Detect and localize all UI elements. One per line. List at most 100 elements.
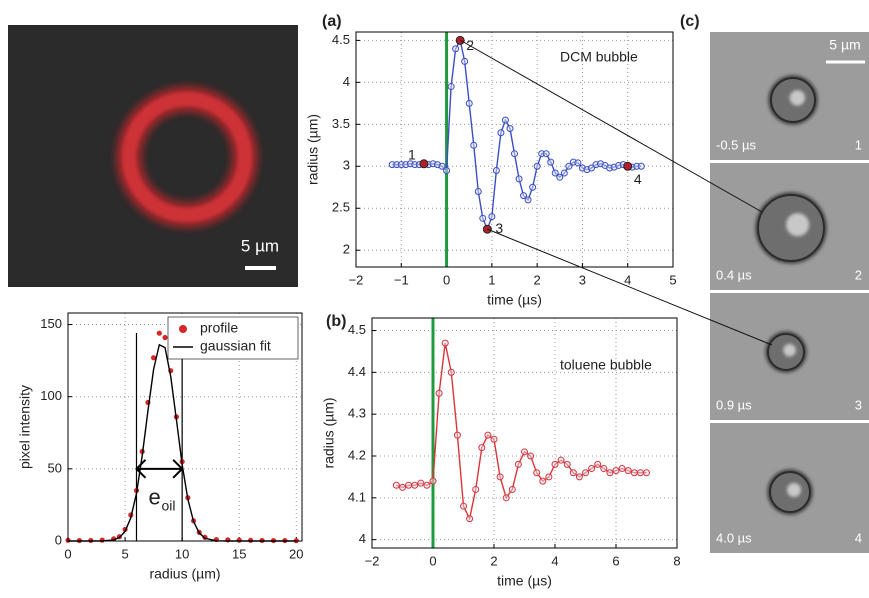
bubble-glint	[786, 213, 810, 237]
data-point	[99, 537, 105, 543]
data-point	[447, 368, 455, 376]
data-point	[423, 481, 431, 489]
bubble-glint	[789, 90, 806, 106]
scale-label: 5 µm	[241, 236, 279, 255]
data-point	[606, 469, 614, 477]
y-tick-label: 4.5	[332, 32, 350, 47]
data-point	[574, 159, 582, 167]
y-tick-label: 100	[40, 388, 62, 403]
frame-index: 2	[855, 267, 862, 282]
data-point	[636, 469, 644, 477]
connector	[459, 39, 763, 213]
data-point	[565, 162, 573, 170]
x-tick-label: 5	[121, 546, 128, 561]
y-tick-label: 3.5	[332, 116, 350, 131]
annotation: e	[148, 485, 160, 510]
data-point	[501, 116, 509, 124]
data-point	[488, 213, 496, 221]
data-point	[515, 175, 523, 183]
data-point	[569, 469, 577, 477]
data-point	[470, 141, 478, 149]
x-tick-label: 20	[289, 546, 303, 561]
y-axis-label: radius (µm)	[305, 114, 321, 185]
y-tick-label: 2.5	[332, 200, 350, 215]
y-tick-label: 4.2	[348, 447, 366, 462]
data-point	[514, 460, 522, 468]
frame-time: 0.4 µs	[716, 267, 752, 282]
data-point	[411, 481, 419, 489]
point-label: 4	[634, 171, 642, 187]
plot-area	[372, 318, 677, 548]
x-tick-label: −2	[349, 272, 364, 287]
y-tick-label: 4.4	[348, 364, 366, 379]
y-tick-label: 4.1	[348, 489, 366, 504]
data-point	[524, 196, 532, 204]
point-label: 3	[495, 220, 503, 236]
frame-index: 3	[855, 397, 862, 412]
plot-frame	[371, 317, 678, 549]
data-point	[643, 469, 650, 477]
data-point	[637, 162, 645, 170]
data-point	[452, 45, 460, 53]
data-point	[527, 452, 535, 460]
x-tick-label: 4	[551, 553, 558, 568]
legend-swatch	[179, 325, 187, 333]
data-point	[624, 467, 632, 475]
panel-label: (a)	[322, 13, 342, 30]
highlight-point	[419, 159, 429, 169]
legend-label: profile	[200, 320, 238, 336]
x-tick-label: 1	[488, 272, 495, 287]
data-point	[520, 192, 528, 200]
data-point	[511, 150, 518, 158]
data-point	[506, 125, 514, 133]
data-point	[545, 473, 553, 481]
legend	[167, 316, 299, 360]
data-point	[441, 339, 449, 347]
x-tick-label: −1	[394, 272, 409, 287]
panel-label: (c)	[680, 13, 700, 30]
data-point	[461, 57, 469, 65]
data-point	[484, 431, 492, 439]
x-tick-label: 0	[64, 546, 71, 561]
data-point	[460, 502, 467, 510]
y-axis-label: pixel intensity	[17, 385, 33, 469]
data-point	[497, 129, 505, 137]
data-point	[399, 483, 406, 491]
bubble-frames: (c) -0.5 µs 1 0.4 µs 2 0.9 µs 3 4.0 µs 4 5 µm	[680, 13, 869, 553]
data-point	[557, 456, 565, 464]
data-point	[521, 448, 528, 456]
plot-frame	[67, 312, 303, 542]
data-point	[587, 164, 595, 172]
data-point	[496, 473, 504, 481]
bubble-glint	[787, 483, 801, 497]
x-axis-label: time (µs)	[497, 573, 552, 589]
y-tick-label: 4	[343, 74, 350, 89]
connector	[486, 228, 773, 346]
data-point	[612, 467, 620, 475]
point-label: 2	[466, 37, 474, 53]
plot-area	[356, 32, 673, 267]
data-point	[563, 460, 571, 468]
frame-time: 0.9 µs	[716, 397, 752, 412]
x-tick-label: −2	[365, 553, 380, 568]
x-tick-label: 6	[612, 553, 619, 568]
data-point	[600, 465, 608, 473]
x-tick-label: 0	[429, 553, 436, 568]
data-point	[447, 83, 455, 91]
data-point	[582, 469, 589, 477]
ring-core	[122, 92, 252, 222]
data-point	[588, 465, 596, 473]
data-point	[392, 481, 400, 489]
frame-time: 4.0 µs	[716, 530, 752, 545]
chart: −2 0 2 4 6 8 4 4.1 4.2 4.3 4.4 4.5 time (µs) radius (…	[321, 313, 681, 588]
data-point	[417, 479, 425, 487]
y-tick-label: 50	[48, 460, 62, 475]
data-point	[151, 355, 157, 361]
highlight-point	[623, 161, 633, 171]
data-point	[472, 485, 480, 493]
data-point	[533, 469, 541, 477]
y-tick-label: 150	[40, 316, 62, 331]
data-point	[405, 481, 413, 489]
data-point	[618, 465, 626, 473]
